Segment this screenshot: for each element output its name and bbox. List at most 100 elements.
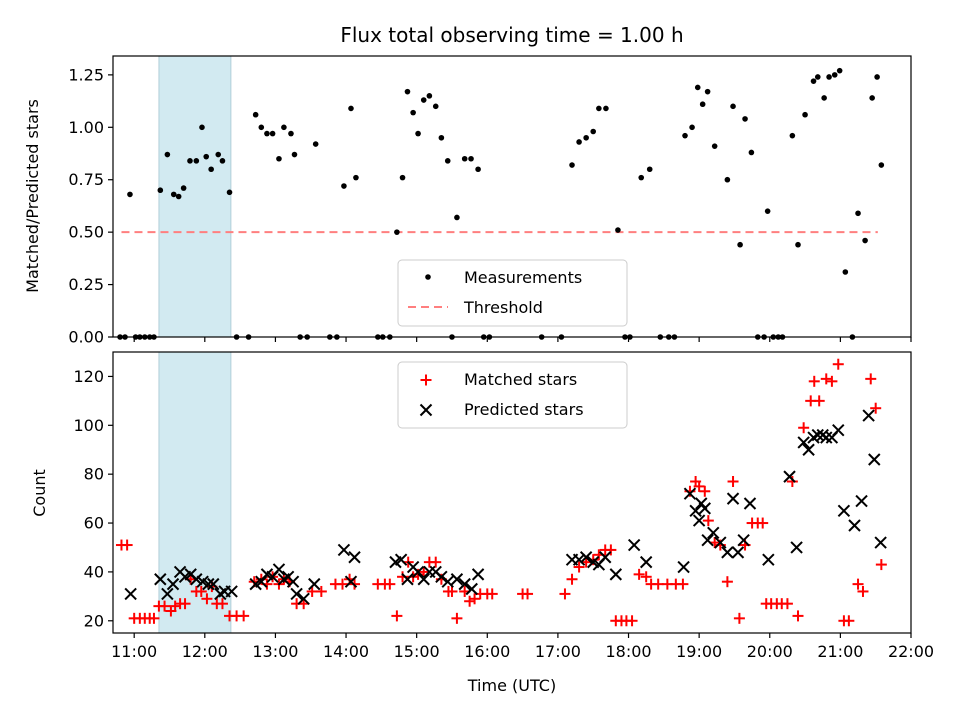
measurement-point: [576, 139, 582, 145]
predicted-point: [411, 565, 425, 579]
matched-point: [195, 585, 207, 597]
x-tick-label: 21:00: [817, 642, 863, 661]
predicted-point: [458, 577, 471, 591]
predicted-point: [465, 582, 478, 596]
matched-point: [786, 476, 798, 488]
measurement-point: [596, 105, 602, 112]
measurement-point: [842, 269, 849, 275]
measurement-point: [180, 185, 187, 191]
predicted-point: [308, 577, 321, 591]
measurement-point: [215, 151, 222, 158]
matched-point: [727, 476, 739, 488]
predicted-point: [272, 563, 286, 576]
predicted-point: [627, 538, 641, 552]
measurement-point: [157, 187, 164, 194]
y-tick-label: 60: [84, 514, 104, 533]
measurement-point: [291, 151, 298, 158]
measurement-point: [821, 95, 827, 101]
legend-label-matched: Matched stars: [464, 370, 577, 389]
y-tick-label: 20: [84, 611, 104, 630]
predicted-point: [874, 536, 887, 549]
y-tick-label: 40: [84, 562, 104, 581]
measurement-point: [420, 97, 427, 103]
predicted-point: [207, 577, 220, 591]
predicted-point: [190, 573, 203, 586]
measurement-point: [855, 210, 861, 217]
predicted-point: [721, 546, 734, 559]
predicted-point: [737, 533, 750, 547]
predicted-point: [471, 568, 485, 581]
predicted-point: [797, 436, 810, 449]
x-tick-label: 11:00: [111, 642, 157, 661]
measurement-point: [682, 132, 688, 139]
matched-point: [464, 595, 476, 607]
measurement-point: [795, 241, 801, 248]
legend-x-mark: [419, 403, 433, 417]
matched-point: [179, 598, 191, 610]
matched-point: [337, 578, 349, 590]
matched-point: [781, 598, 793, 610]
measurement-point: [394, 229, 400, 235]
matched-point: [626, 615, 638, 627]
measurement-point: [432, 103, 439, 110]
x-axis-ticks: [133, 337, 912, 342]
measurement-point: [444, 158, 451, 164]
measurement-point: [438, 134, 445, 141]
plot-frame: [112, 55, 912, 338]
predicted-point: [286, 575, 300, 588]
measurement-point: [694, 84, 701, 91]
matched-point: [605, 544, 617, 556]
y-tick-label: 100: [73, 416, 104, 435]
matched-point: [792, 610, 804, 622]
measurement-point: [836, 67, 843, 74]
legend-measurement-marker: [425, 274, 431, 280]
matched-point: [201, 593, 213, 605]
y-axis-label: Matched/Predicted stars: [23, 99, 42, 293]
predicted-point: [572, 553, 586, 566]
matched-point: [640, 571, 652, 583]
predicted-point: [802, 443, 815, 456]
matched-point: [865, 373, 877, 385]
matched-point: [721, 576, 733, 588]
predicted-point: [401, 573, 414, 586]
matched-point: [573, 561, 585, 573]
measurement-point: [281, 124, 287, 131]
count-panel: 20 40 60 80 100 120 11:00 12:00 13:00 14:00 15:00…: [30, 351, 934, 695]
predicted-point: [837, 504, 851, 518]
measurement-point: [699, 101, 706, 108]
legend-box: [397, 361, 628, 429]
y-axis-ticks: 20 40 60 80 100 120: [73, 367, 113, 630]
measurement-point: [461, 155, 468, 162]
matched-point: [702, 515, 714, 527]
matched-point: [522, 588, 534, 600]
predicted-point: [692, 514, 706, 527]
matched-point: [486, 588, 498, 600]
y-tick-label: 1.25: [68, 65, 104, 84]
measurement-point: [869, 95, 875, 101]
predicted-points: [124, 409, 887, 605]
predicted-point: [714, 536, 727, 549]
matched-point: [813, 395, 825, 407]
legend-label-threshold: Threshold: [463, 298, 543, 317]
matched-point: [875, 559, 887, 571]
measurement-point: [252, 111, 259, 118]
legend-plus-mark: [420, 374, 432, 386]
predicted-point: [731, 546, 745, 559]
matched-point: [121, 539, 133, 551]
x-tick-label: 15:00: [394, 642, 440, 661]
measurement-point: [814, 74, 821, 80]
predicted-point: [726, 492, 740, 505]
measurement-point: [353, 174, 359, 181]
predicted-point: [394, 553, 408, 566]
measurement-point: [742, 116, 748, 122]
legend-label-predicted: Predicted stars: [464, 400, 584, 419]
legend-box: [397, 259, 628, 327]
measurement-point: [312, 141, 319, 147]
predicted-point: [698, 502, 711, 515]
measurement-point: [404, 88, 411, 95]
measurement-point: [193, 158, 200, 164]
measurement-point: [711, 143, 718, 149]
measurement-point: [590, 128, 597, 135]
matched-point: [826, 375, 838, 387]
